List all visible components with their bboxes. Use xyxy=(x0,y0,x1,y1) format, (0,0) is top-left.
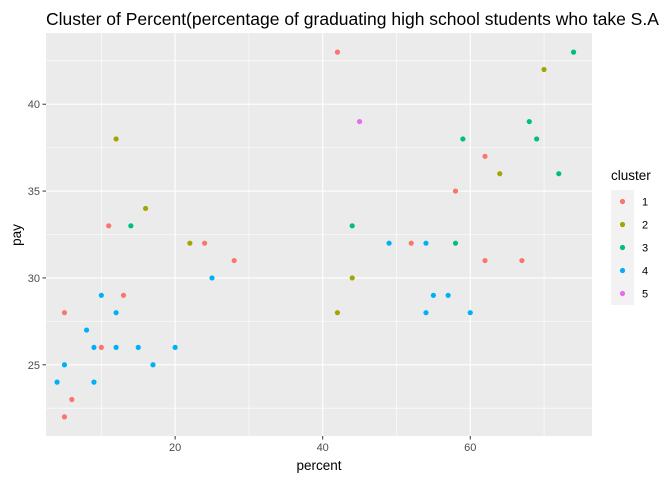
y-axis-ticks: 25 30 35 40 xyxy=(28,99,46,372)
x-axis-label: percent xyxy=(296,458,341,473)
data-point-cluster-3 xyxy=(452,240,459,246)
y-tick-label: 35 xyxy=(28,186,40,198)
data-point-cluster-1 xyxy=(61,414,68,420)
data-point-cluster-4 xyxy=(113,344,119,351)
data-point-cluster-2 xyxy=(143,205,149,212)
legend-marker-cluster-3 xyxy=(619,244,626,251)
data-point-cluster-4 xyxy=(98,292,104,298)
data-point-cluster-4 xyxy=(423,240,429,246)
data-point-cluster-2 xyxy=(113,136,119,142)
data-point-cluster-1 xyxy=(519,257,525,264)
data-point-cluster-1 xyxy=(98,344,104,351)
data-point-cluster-4 xyxy=(209,275,215,281)
legend-label-cluster-2: 2 xyxy=(642,220,648,232)
legend-marker-cluster-2 xyxy=(619,221,626,228)
data-point-cluster-1 xyxy=(482,257,488,264)
data-point-cluster-4 xyxy=(172,344,178,351)
data-point-cluster-3 xyxy=(534,136,540,142)
data-point-cluster-4 xyxy=(54,379,60,385)
x-tick-label: 20 xyxy=(169,442,181,454)
legend-label-cluster-5: 5 xyxy=(642,289,648,301)
data-point-cluster-4 xyxy=(150,362,156,368)
data-point-cluster-3 xyxy=(349,223,355,229)
data-point-cluster-1 xyxy=(69,396,75,403)
data-point-cluster-1 xyxy=(482,153,488,159)
data-point-cluster-4 xyxy=(423,310,429,316)
data-point-cluster-4 xyxy=(445,292,451,298)
data-point-cluster-2 xyxy=(541,66,547,73)
data-point-cluster-2 xyxy=(349,275,355,281)
data-point-cluster-2 xyxy=(187,240,193,246)
legend-marker-cluster-4 xyxy=(619,267,626,274)
data-point-cluster-4 xyxy=(91,379,97,385)
data-point-cluster-4 xyxy=(430,292,436,298)
data-point-cluster-1 xyxy=(231,257,237,264)
legend-marker-cluster-1 xyxy=(619,198,626,205)
chart-title: Cluster of Percent(percentage of graduat… xyxy=(46,9,659,29)
data-point-cluster-2 xyxy=(334,310,341,316)
legend-marker-cluster-5 xyxy=(619,290,626,297)
data-point-cluster-1 xyxy=(106,223,112,229)
y-tick-label: 25 xyxy=(28,360,40,372)
x-tick-label: 40 xyxy=(317,442,329,454)
data-point-cluster-1 xyxy=(408,240,414,246)
legend-label-cluster-3: 3 xyxy=(642,243,648,255)
legend-label-cluster-4: 4 xyxy=(642,266,648,278)
data-point-cluster-4 xyxy=(386,240,392,246)
data-point-cluster-1 xyxy=(61,310,68,316)
data-point-cluster-2 xyxy=(497,171,503,177)
data-point-cluster-4 xyxy=(83,327,90,333)
legend: cluster 1 2 3 4 5 xyxy=(611,168,651,305)
data-point-cluster-3 xyxy=(570,49,577,55)
data-point-cluster-1 xyxy=(452,188,459,194)
data-point-cluster-3 xyxy=(556,171,562,177)
data-point-cluster-5 xyxy=(356,118,363,125)
y-tick-label: 30 xyxy=(28,273,40,285)
data-point-cluster-4 xyxy=(467,310,473,316)
legend-label-cluster-1: 1 xyxy=(642,197,648,209)
data-point-cluster-4 xyxy=(91,344,97,351)
data-points xyxy=(54,49,577,420)
data-point-cluster-4 xyxy=(135,344,141,351)
y-axis-label: pay xyxy=(9,224,24,246)
legend-title: cluster xyxy=(611,168,651,183)
data-point-cluster-3 xyxy=(460,136,466,142)
x-axis-ticks: 20 40 60 xyxy=(169,436,476,454)
data-point-cluster-4 xyxy=(61,362,68,368)
data-point-cluster-3 xyxy=(128,223,134,229)
data-point-cluster-1 xyxy=(334,49,341,55)
data-point-cluster-1 xyxy=(120,292,127,298)
y-tick-label: 40 xyxy=(28,99,40,111)
x-tick-label: 60 xyxy=(464,442,476,454)
data-point-cluster-4 xyxy=(113,310,119,316)
major-gridlines xyxy=(46,33,592,436)
minor-gridlines xyxy=(46,33,592,436)
data-point-cluster-1 xyxy=(202,240,208,246)
data-point-cluster-3 xyxy=(526,118,532,125)
